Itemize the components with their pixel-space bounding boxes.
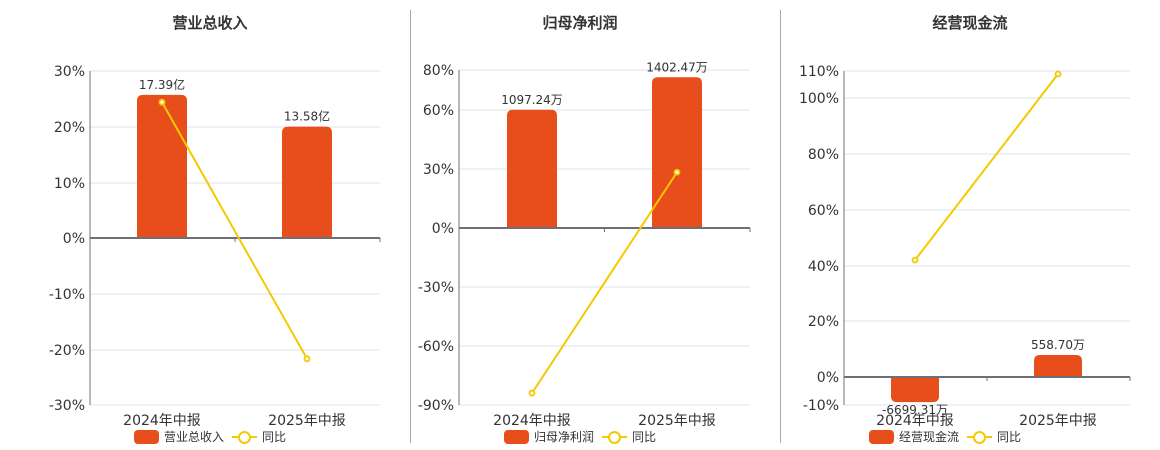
legend: 营业总收入 同比 [5, 428, 415, 445]
divider [780, 10, 781, 443]
y-tick-label: -20% [49, 343, 85, 359]
bar-value-label: 13.58亿 [284, 109, 330, 124]
yoy-line [914, 73, 1059, 261]
bar-legend-label[interactable]: 营业总收入 [163, 430, 224, 444]
y-tick-label: 10% [54, 176, 85, 192]
y-tick-label: 100% [799, 91, 839, 107]
yoy-point-marker[interactable] [528, 389, 536, 397]
chart-title: 归母净利润 [542, 14, 618, 32]
y-tick-label: 0% [817, 370, 839, 386]
bar-legend-swatch[interactable] [503, 429, 529, 444]
bar-value-label: 558.70万 [1031, 338, 1085, 352]
y-tick-label: -30% [49, 398, 85, 414]
line-legend-label[interactable]: 同比 [262, 430, 287, 444]
y-tick-label: 30% [54, 64, 85, 80]
y-tick-label: 40% [808, 259, 839, 275]
y-tick-label: -60% [418, 339, 454, 355]
y-tick-label: -30% [418, 280, 454, 296]
bar-legend-swatch[interactable] [868, 429, 894, 444]
bar-legend-swatch[interactable] [133, 429, 159, 444]
x-category-label: 2025年中报 [1019, 413, 1097, 429]
x-category-label: 2024年中报 [493, 413, 571, 429]
y-tick-label: 80% [808, 147, 839, 163]
yoy-line [531, 171, 678, 394]
x-category-label: 2025年中报 [268, 413, 346, 429]
yoy-point-marker[interactable] [911, 256, 919, 264]
yoy-point-marker[interactable] [1054, 70, 1062, 78]
y-tick-label: 110% [799, 64, 839, 80]
yoy-point-marker[interactable] [303, 355, 311, 363]
bar-legend-label[interactable]: 经营现金流 [898, 430, 959, 444]
line-legend-marker-icon[interactable] [232, 430, 257, 444]
x-category-label: 2024年中报 [123, 413, 201, 429]
bar-value-label: -6699.31万 [882, 403, 948, 417]
line-legend-marker-icon[interactable] [967, 430, 992, 444]
y-tick-label: 20% [808, 314, 839, 330]
bar[interactable] [507, 109, 557, 228]
bar-value-label: 1402.47万 [646, 60, 708, 74]
bar-value-label: 17.39亿 [139, 77, 185, 92]
x-category-label: 2025年中报 [638, 413, 716, 429]
bar[interactable] [282, 126, 332, 238]
bar[interactable] [652, 77, 702, 228]
bar[interactable] [891, 377, 939, 403]
bar[interactable] [1034, 354, 1082, 377]
y-tick-label: 60% [423, 103, 454, 119]
y-tick-label: -10% [803, 398, 839, 414]
line-legend-label[interactable]: 同比 [632, 430, 657, 444]
legend: 归母净利润 同比 [410, 428, 750, 445]
chart-revenue: 30% 20% 10% 0% -10% -20% -30% 17.39亿 13.58亿 2024年… [49, 64, 381, 429]
bar-legend-label[interactable]: 归母净利润 [533, 430, 594, 444]
bar-value-label: 1097.24万 [501, 93, 563, 107]
yoy-point-marker[interactable] [158, 98, 166, 106]
chart-title: 经营现金流 [932, 14, 1008, 32]
line-legend-label[interactable]: 同比 [997, 430, 1022, 444]
yoy-line [161, 101, 308, 360]
yoy-point-marker[interactable] [673, 168, 681, 176]
panel-revenue: 营业总收入 30% 20% 10% 0% -10% -20% -30% 17.39亿 13.58… [0, 0, 410, 450]
y-tick-label: 0% [63, 231, 85, 247]
y-tick-label: 60% [808, 203, 839, 219]
y-tick-label: -10% [49, 287, 85, 303]
y-tick-label: 80% [423, 63, 454, 79]
chart-title: 营业总收入 [172, 14, 248, 32]
legend: 经营现金流 同比 [780, 428, 1110, 445]
y-tick-label: 20% [54, 120, 85, 136]
y-tick-label: -90% [418, 398, 454, 414]
divider [410, 10, 411, 443]
y-tick-label: 30% [423, 162, 454, 178]
x-category-label: 2024年中报 [876, 413, 954, 429]
y-tick-label: 0% [432, 221, 454, 237]
line-legend-marker-icon[interactable] [602, 430, 627, 444]
bar[interactable] [137, 94, 187, 238]
